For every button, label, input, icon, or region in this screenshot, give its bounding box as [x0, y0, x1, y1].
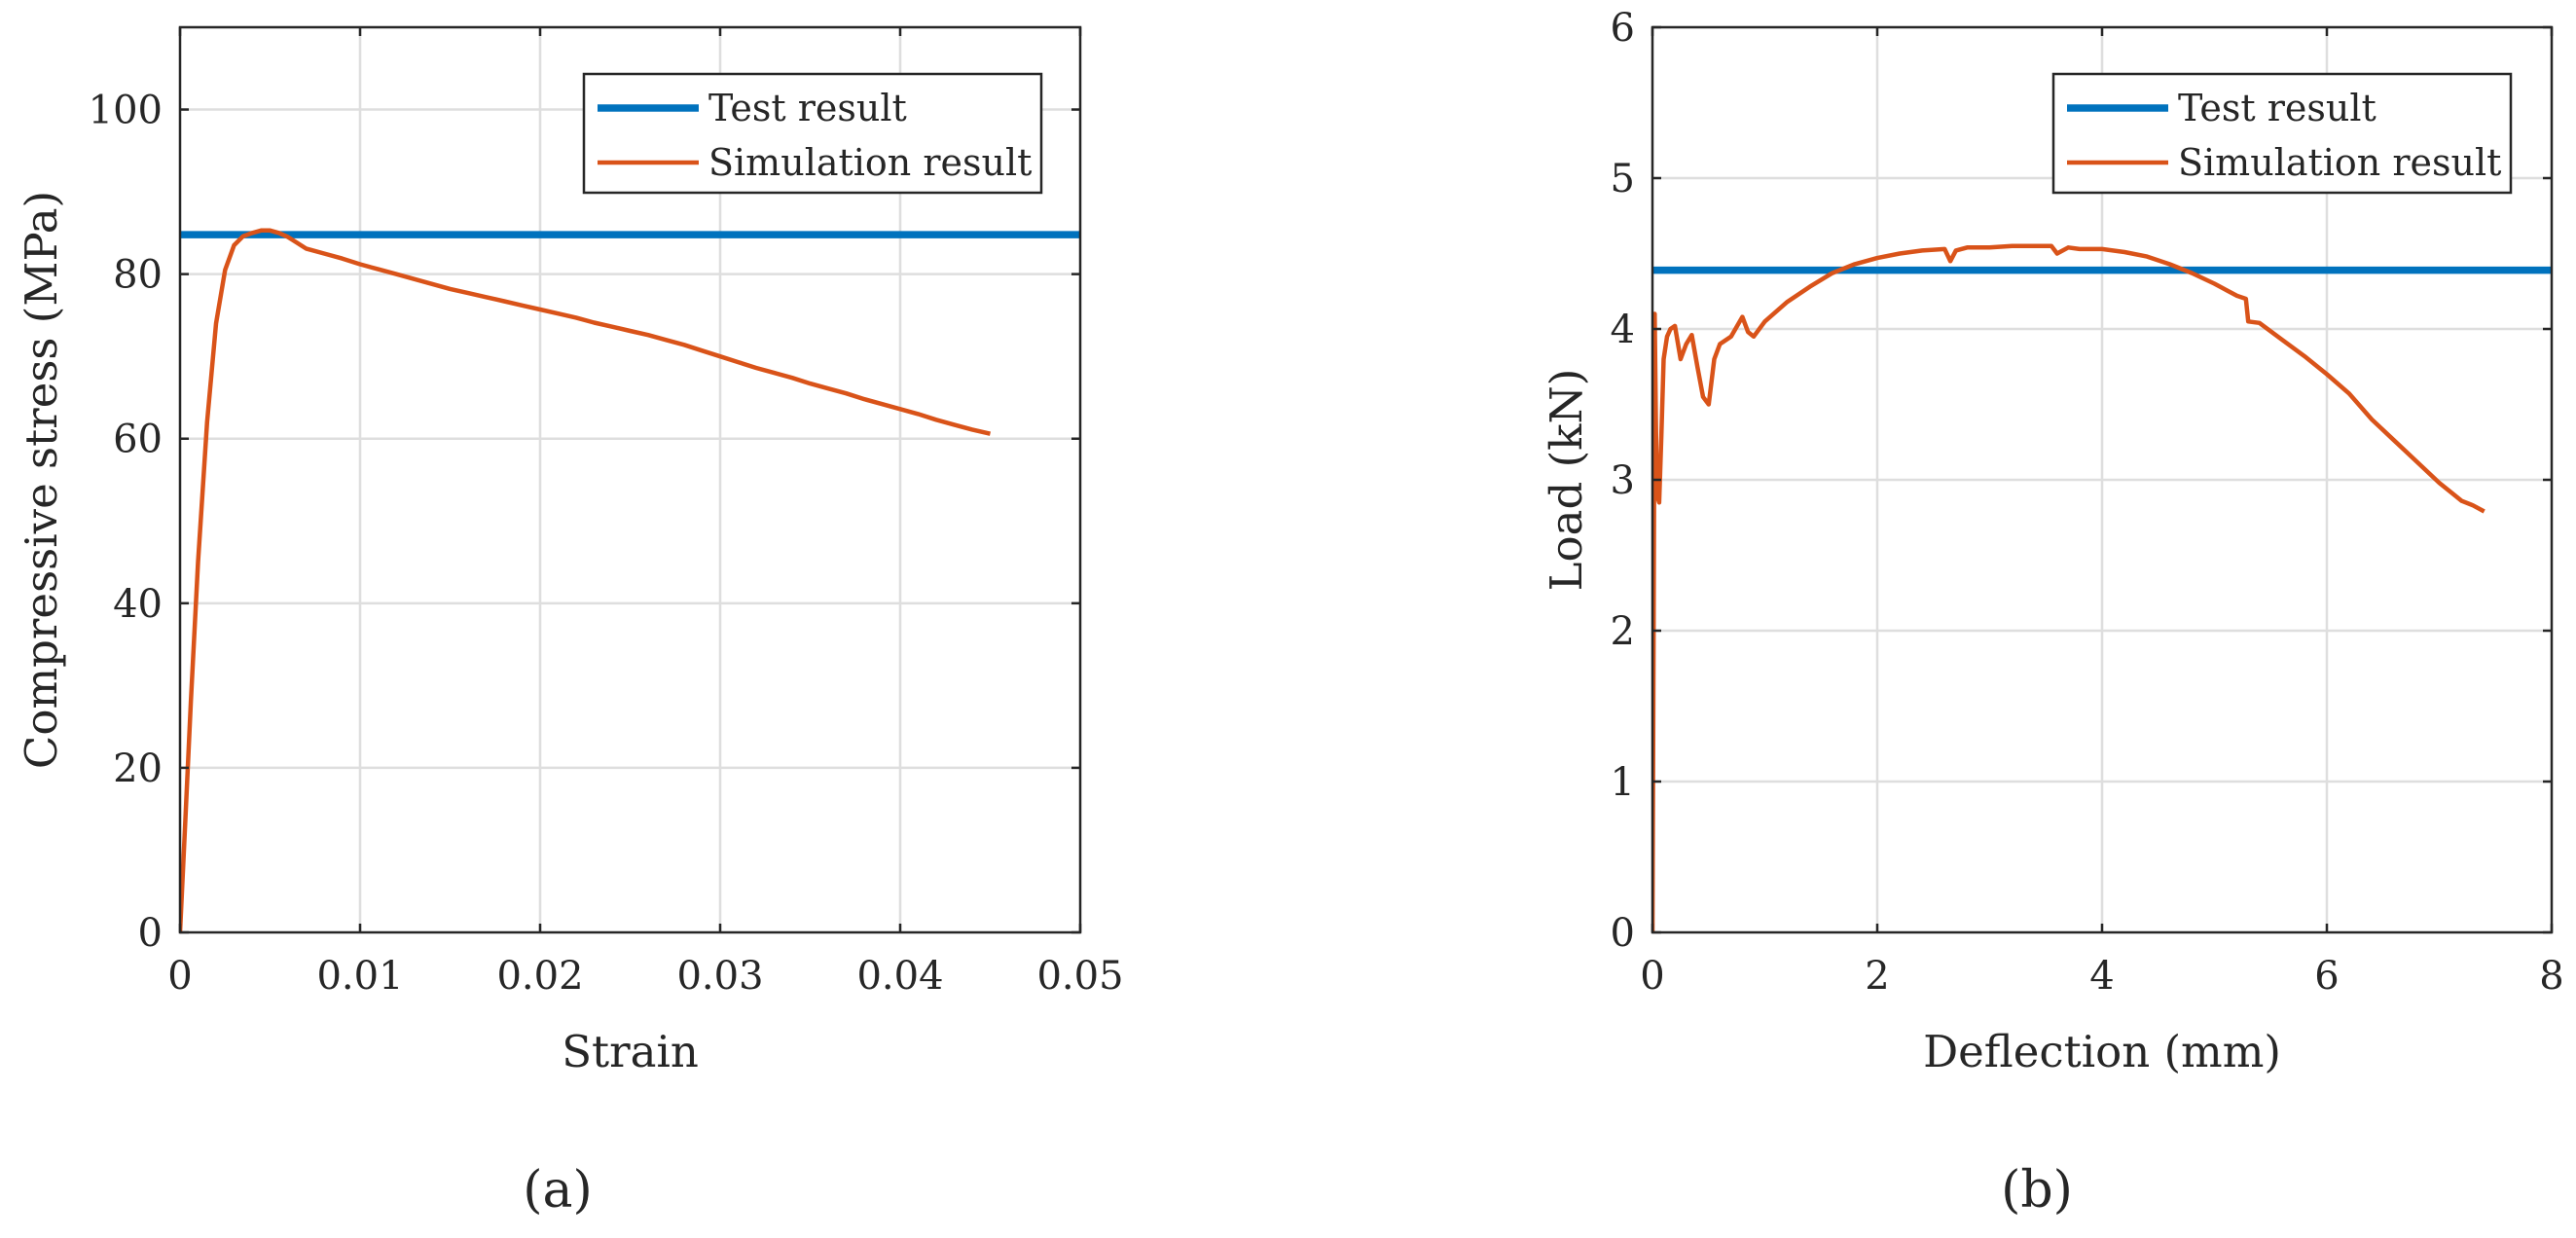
panel-label: (a) [523, 1161, 593, 1220]
x-tick-label: 2 [1865, 954, 1889, 999]
x-tick-label: 0 [1640, 954, 1664, 999]
legend-entry-label: Test result [2178, 87, 2376, 129]
legend-box [582, 72, 1043, 195]
x-tick-label: 0.02 [496, 954, 583, 999]
series-line-simulation-result [180, 228, 992, 932]
y-tick-label: 0 [1611, 911, 1635, 956]
legend-entry-label: Simulation result [2178, 141, 2501, 184]
x-tick-label: 0.04 [856, 954, 943, 999]
series-group [180, 228, 1080, 932]
y-tick-label: 80 [113, 253, 163, 298]
x-axis-label: Strain [562, 1026, 699, 1077]
x-axis-label: Deflection (mm) [1923, 1026, 2281, 1077]
legend: Test result Simulation result [2051, 72, 2513, 195]
panel-a-chart: 0 0.01 0.02 0.03 0.04 0.05 0 20 40 60 80 100 Strain C… [16, 25, 1124, 1220]
x-tick-label: 4 [2089, 954, 2114, 999]
x-tick-label: 0.03 [676, 954, 763, 999]
y-axis-label: Compressive stress (MPa) [16, 191, 67, 769]
x-tick-label: 0.05 [1036, 954, 1123, 999]
x-tick-label: 6 [2314, 954, 2339, 999]
y-tick-label: 3 [1611, 458, 1635, 503]
y-tick-label: 4 [1611, 308, 1635, 352]
series-group [1652, 243, 2552, 932]
y-tick-label: 20 [113, 746, 163, 791]
x-tick-label: 8 [2539, 954, 2563, 999]
x-tick-label: 0.01 [316, 954, 403, 999]
y-tick-label: 1 [1611, 760, 1635, 805]
y-tick-label: 2 [1611, 609, 1635, 654]
y-axis-label: Load (kN) [1541, 369, 1592, 592]
legend-entry-label: Test result [708, 87, 907, 129]
series-line-simulation-result [1652, 243, 2485, 932]
y-tick-label: 40 [113, 582, 163, 627]
axes-frame [178, 25, 1082, 934]
y-tick-label: 0 [138, 911, 163, 956]
y-tick-label: 5 [1611, 157, 1635, 201]
legend-box [2051, 72, 2513, 195]
y-tick-label: 60 [113, 418, 163, 462]
panel-label: (b) [2001, 1161, 2073, 1220]
legend: Test result Simulation result [582, 72, 1043, 195]
legend-entry-label: Simulation result [708, 141, 1032, 184]
panel-b-chart: 0 2 4 6 8 0 1 2 3 4 5 6 Deflection (mm) Load (kN) Test… [1541, 6, 2564, 1220]
y-tick-label: 100 [89, 89, 163, 133]
y-tick-label: 6 [1611, 6, 1635, 51]
x-tick-label: 0 [167, 954, 192, 999]
